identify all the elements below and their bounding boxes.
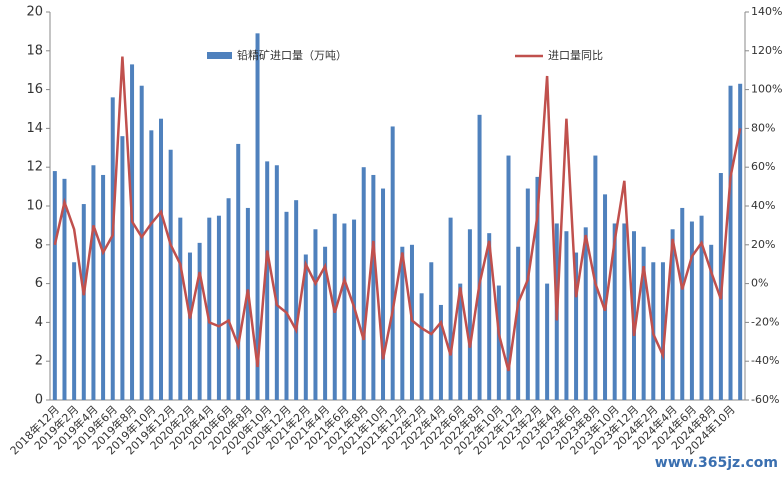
y-tick-label: 4 — [35, 315, 43, 330]
bar — [709, 244, 714, 400]
y2-tick-label: -40% — [751, 354, 779, 367]
legend-label: 铅精矿进口量（万吨） — [237, 48, 347, 62]
bar — [236, 143, 241, 401]
bar — [72, 262, 77, 400]
bar — [622, 223, 627, 400]
bar — [265, 161, 270, 400]
bar — [226, 198, 231, 400]
bar — [130, 64, 135, 400]
bar — [496, 285, 501, 400]
bar — [631, 231, 636, 400]
y-tick-label: 6 — [35, 276, 43, 291]
bar — [564, 231, 569, 400]
bar — [612, 223, 617, 400]
bar — [323, 246, 328, 400]
bar — [574, 252, 579, 400]
y-tick-label: 0 — [35, 393, 43, 408]
bar — [101, 174, 106, 400]
bar — [313, 229, 318, 400]
y2-tick-label: 120% — [751, 44, 782, 57]
bar — [178, 217, 183, 400]
y-tick-label: 12 — [26, 160, 43, 175]
bar — [516, 246, 521, 400]
y2-tick-label: 60% — [751, 160, 775, 173]
bar — [62, 178, 67, 400]
bar — [670, 229, 675, 400]
y2-tick-label: -20% — [751, 315, 779, 328]
bar — [400, 246, 405, 400]
bar — [419, 293, 424, 400]
bar — [139, 85, 144, 400]
bar — [641, 246, 646, 400]
y2-tick-label: 140% — [751, 5, 782, 18]
bar — [487, 233, 492, 400]
watermark: www.365jz.com — [655, 455, 778, 471]
bar — [207, 217, 212, 400]
bar — [438, 304, 443, 400]
bar — [603, 194, 608, 400]
bar — [294, 200, 299, 400]
bar — [728, 85, 733, 400]
bar — [149, 130, 154, 400]
y-tick-label: 18 — [26, 43, 43, 58]
bar — [458, 283, 463, 400]
bar — [255, 33, 260, 401]
bar — [545, 283, 550, 400]
y2-tick-label: 80% — [751, 121, 775, 134]
bar — [506, 155, 511, 400]
bar — [361, 167, 366, 400]
bar — [689, 221, 694, 400]
bar — [81, 204, 86, 400]
y-tick-label: 16 — [26, 82, 43, 97]
bar — [535, 176, 540, 400]
bar — [274, 165, 279, 400]
bar — [660, 262, 665, 400]
bar — [371, 174, 376, 400]
bar — [197, 242, 202, 400]
bar — [52, 171, 57, 400]
bar — [187, 252, 192, 400]
y-tick-label: 8 — [35, 237, 43, 252]
y2-tick-label: 0% — [751, 277, 768, 290]
bar — [284, 211, 289, 400]
bar — [390, 126, 395, 401]
y-tick-label: 14 — [26, 121, 43, 136]
y-tick-label: 2 — [35, 354, 43, 369]
bar — [120, 136, 125, 400]
y-tick-label: 10 — [26, 199, 43, 214]
bar — [448, 217, 453, 400]
line — [53, 56, 742, 372]
bar — [303, 254, 308, 400]
bar — [381, 188, 386, 400]
y-tick-label: 20 — [26, 5, 43, 20]
y2-tick-label: 100% — [751, 83, 782, 96]
bar — [110, 97, 115, 401]
bar — [168, 149, 173, 400]
bar — [525, 188, 530, 400]
bar — [699, 215, 704, 400]
y2-tick-label: -60% — [751, 393, 779, 406]
bar — [409, 244, 414, 400]
bar — [467, 229, 472, 400]
bar — [216, 215, 221, 400]
bar — [342, 223, 347, 400]
bar — [159, 118, 164, 400]
bar — [583, 227, 588, 400]
legend-swatch — [207, 52, 232, 59]
legend-label: 进口量同比 — [548, 49, 603, 62]
y2-tick-label: 40% — [751, 199, 775, 212]
y2-tick-label: 20% — [751, 238, 775, 251]
bar — [91, 165, 96, 400]
bar — [738, 83, 743, 400]
bar — [245, 207, 250, 400]
bar — [477, 114, 482, 400]
bar — [680, 207, 685, 400]
bar — [429, 262, 434, 400]
